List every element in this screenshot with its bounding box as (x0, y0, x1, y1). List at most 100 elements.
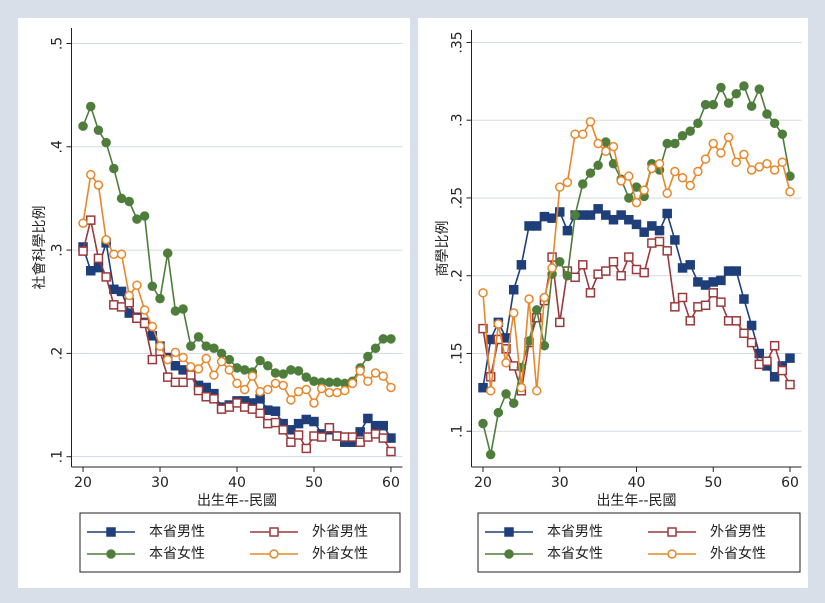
data-point (639, 185, 649, 195)
x-axis-label: 出生年--民國 (197, 493, 277, 509)
data-point (247, 404, 258, 414)
data-point (608, 256, 619, 267)
data-point (662, 138, 672, 149)
y-tick-label: .15 (450, 342, 466, 364)
x-tick-label: 40 (628, 475, 646, 491)
y-tick-label: .35 (450, 31, 466, 53)
data-point (286, 395, 296, 405)
data-point (708, 277, 718, 287)
data-point (378, 420, 389, 431)
data-point (255, 386, 265, 397)
data-point (739, 149, 749, 160)
data-point (101, 137, 111, 148)
data-point (593, 160, 603, 171)
data-point (754, 162, 765, 172)
data-point (723, 98, 734, 108)
legend-marker (504, 527, 514, 537)
data-point (562, 270, 573, 281)
data-point (178, 352, 188, 363)
data-point (708, 99, 718, 110)
data-point (754, 84, 765, 94)
x-tick-label: 30 (151, 475, 169, 491)
data-point (324, 377, 335, 388)
legend-label: 本省女性 (149, 545, 205, 562)
data-point (301, 384, 312, 395)
data-point (216, 356, 227, 367)
data-point (570, 129, 580, 139)
data-point (216, 348, 227, 359)
data-point (332, 431, 342, 441)
legend-marker (269, 527, 279, 537)
data-point (124, 308, 134, 318)
data-point (585, 117, 596, 127)
data-point (478, 288, 488, 298)
data-point (139, 305, 150, 315)
data-point (193, 364, 204, 374)
legend-label: 外省男性 (312, 524, 368, 540)
data-point (78, 218, 88, 228)
data-point (693, 302, 703, 312)
data-point (270, 417, 281, 428)
data-point (478, 323, 488, 334)
data-point (677, 172, 688, 183)
data-point (124, 290, 134, 301)
data-point (293, 430, 304, 440)
data-point (124, 196, 134, 207)
data-point (201, 382, 211, 393)
data-point (555, 256, 565, 267)
data-point (555, 182, 565, 192)
data-point (139, 211, 150, 221)
data-point (478, 418, 488, 429)
data-point (739, 81, 749, 91)
data-point (493, 334, 504, 345)
data-point (785, 186, 795, 197)
data-point (616, 270, 626, 281)
data-point (324, 387, 335, 398)
legend-box (477, 512, 801, 573)
data-point (562, 225, 573, 236)
data-point (708, 138, 718, 149)
data-point (340, 385, 350, 396)
data-point (239, 384, 250, 395)
data-point (109, 300, 119, 310)
data-point (677, 131, 688, 141)
data-point (293, 386, 304, 397)
data-point (593, 204, 603, 214)
legend-marker (667, 549, 677, 559)
data-point (562, 177, 573, 188)
data-point (286, 425, 296, 435)
data-point (585, 288, 596, 298)
data-point (201, 392, 211, 402)
data-point (186, 370, 196, 380)
data-point (723, 316, 734, 326)
legend-marker (667, 527, 677, 537)
data-point (685, 260, 695, 270)
legend-label: 外省男性 (710, 524, 766, 540)
data-point (201, 353, 211, 364)
data-point (255, 355, 265, 366)
data-point (723, 266, 734, 276)
data-point (378, 433, 389, 443)
legend-label: 外省女性 (710, 545, 766, 562)
legend-marker (106, 527, 116, 537)
data-point (662, 188, 672, 199)
data-point (93, 253, 104, 264)
data-point (739, 294, 749, 304)
data-point (239, 365, 250, 375)
data-point (677, 292, 688, 303)
data-point (539, 211, 550, 222)
data-point (363, 413, 373, 424)
data-point (485, 386, 496, 396)
legend-label: 本省女性 (547, 545, 603, 562)
data-point (524, 294, 534, 304)
data-point (132, 280, 142, 290)
data-point (777, 157, 788, 167)
data-point (624, 252, 634, 262)
data-point (224, 402, 235, 412)
data-point (155, 341, 165, 351)
data-point (716, 297, 726, 307)
data-point (670, 166, 680, 177)
data-point (762, 356, 772, 366)
y-tick-label: .3 (50, 243, 66, 256)
y-tick-label: .2 (450, 269, 466, 282)
